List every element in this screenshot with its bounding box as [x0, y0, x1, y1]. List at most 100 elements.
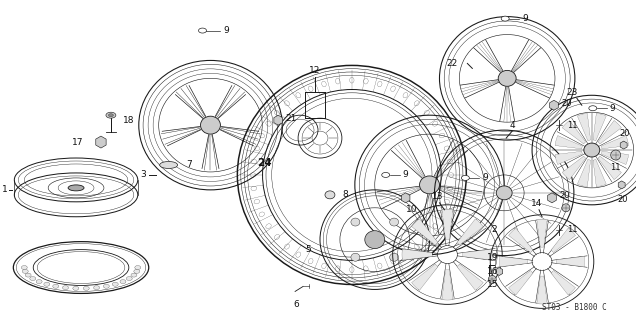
- Text: 21: 21: [285, 114, 296, 123]
- Ellipse shape: [68, 185, 84, 191]
- Wedge shape: [537, 276, 547, 304]
- Ellipse shape: [382, 172, 390, 177]
- Wedge shape: [556, 256, 585, 267]
- Text: 20: 20: [617, 195, 628, 204]
- Polygon shape: [620, 141, 627, 149]
- Polygon shape: [401, 193, 410, 203]
- Wedge shape: [457, 264, 483, 291]
- Ellipse shape: [351, 218, 360, 226]
- Ellipse shape: [62, 286, 69, 290]
- Wedge shape: [601, 151, 629, 164]
- Wedge shape: [457, 219, 483, 245]
- Text: 2: 2: [491, 225, 497, 234]
- Wedge shape: [551, 228, 575, 252]
- Wedge shape: [508, 228, 533, 252]
- Ellipse shape: [325, 191, 335, 199]
- Wedge shape: [551, 270, 575, 295]
- Ellipse shape: [461, 175, 469, 180]
- Ellipse shape: [134, 269, 140, 273]
- Ellipse shape: [135, 266, 141, 269]
- Wedge shape: [598, 120, 621, 144]
- Ellipse shape: [83, 286, 89, 290]
- Wedge shape: [555, 136, 582, 149]
- Text: 4: 4: [510, 121, 515, 130]
- Ellipse shape: [103, 284, 110, 288]
- Ellipse shape: [420, 176, 440, 194]
- Text: 16: 16: [487, 267, 499, 276]
- Text: 12: 12: [310, 66, 320, 75]
- Text: 18: 18: [123, 116, 134, 125]
- Polygon shape: [548, 193, 556, 203]
- Ellipse shape: [126, 276, 132, 281]
- Ellipse shape: [201, 116, 220, 134]
- Ellipse shape: [106, 112, 116, 118]
- Wedge shape: [562, 156, 585, 180]
- Ellipse shape: [501, 16, 509, 21]
- Text: 20: 20: [561, 99, 571, 108]
- Text: 15: 15: [487, 280, 498, 289]
- Ellipse shape: [44, 282, 50, 286]
- Wedge shape: [593, 159, 606, 187]
- Wedge shape: [508, 270, 533, 295]
- Wedge shape: [593, 113, 606, 141]
- Wedge shape: [442, 270, 453, 300]
- Text: 20: 20: [559, 191, 569, 200]
- Ellipse shape: [390, 253, 399, 261]
- Wedge shape: [402, 249, 433, 260]
- Ellipse shape: [351, 253, 360, 261]
- Ellipse shape: [365, 231, 385, 249]
- Polygon shape: [550, 100, 558, 110]
- Ellipse shape: [589, 106, 597, 111]
- Wedge shape: [442, 209, 453, 239]
- Wedge shape: [537, 219, 547, 247]
- Wedge shape: [555, 151, 582, 164]
- Text: 10: 10: [406, 205, 417, 214]
- Text: 20: 20: [619, 129, 630, 138]
- Text: 8: 8: [342, 190, 348, 199]
- Ellipse shape: [108, 114, 113, 117]
- Text: 11: 11: [567, 121, 577, 130]
- Text: 9: 9: [522, 14, 528, 23]
- Wedge shape: [412, 264, 438, 291]
- Text: 14: 14: [531, 199, 543, 208]
- Ellipse shape: [73, 286, 79, 290]
- Text: 13: 13: [432, 192, 443, 201]
- Ellipse shape: [53, 284, 59, 288]
- Text: 9: 9: [224, 26, 229, 35]
- Wedge shape: [412, 219, 438, 245]
- Wedge shape: [462, 249, 493, 260]
- Wedge shape: [499, 256, 527, 267]
- Wedge shape: [601, 136, 629, 149]
- Ellipse shape: [160, 162, 178, 168]
- Text: 11: 11: [567, 225, 577, 234]
- Text: 7: 7: [187, 160, 192, 170]
- Ellipse shape: [390, 218, 399, 226]
- Text: 9: 9: [403, 171, 408, 180]
- Polygon shape: [619, 181, 625, 189]
- Text: 9: 9: [482, 173, 488, 182]
- Text: 22: 22: [446, 59, 457, 68]
- Ellipse shape: [112, 282, 118, 286]
- Ellipse shape: [25, 273, 31, 277]
- Polygon shape: [274, 115, 282, 125]
- Circle shape: [611, 150, 620, 160]
- Ellipse shape: [496, 186, 512, 200]
- Wedge shape: [577, 159, 590, 187]
- Text: 6: 6: [293, 300, 299, 309]
- Ellipse shape: [21, 266, 27, 269]
- Text: 24: 24: [257, 158, 271, 168]
- Wedge shape: [577, 113, 590, 141]
- Text: 1: 1: [1, 185, 7, 194]
- Ellipse shape: [94, 286, 99, 290]
- Ellipse shape: [120, 280, 126, 284]
- Text: 9: 9: [610, 104, 615, 113]
- Ellipse shape: [131, 273, 137, 277]
- Text: 3: 3: [140, 171, 146, 180]
- Text: 19: 19: [487, 253, 499, 262]
- Wedge shape: [598, 156, 621, 180]
- Polygon shape: [496, 268, 503, 276]
- Text: 23: 23: [566, 88, 578, 97]
- Ellipse shape: [199, 28, 206, 33]
- Wedge shape: [562, 120, 585, 144]
- Text: 5: 5: [305, 245, 311, 254]
